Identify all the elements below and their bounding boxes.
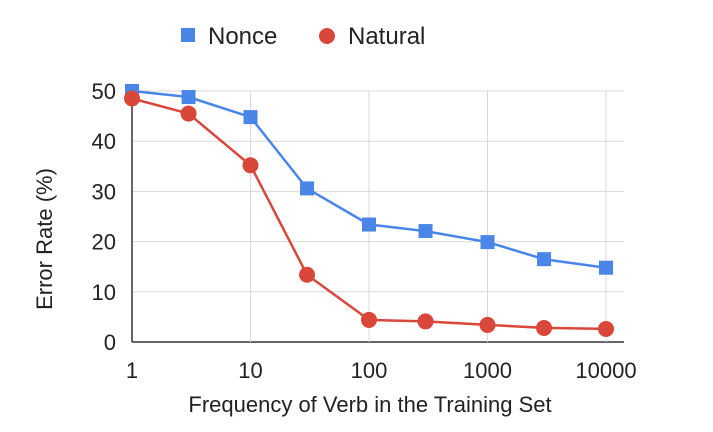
legend-swatch-nonce [181, 28, 195, 42]
legend-label-natural: Natural [348, 23, 425, 50]
data-point-nonce [418, 224, 433, 239]
x-tick-label: 10000 [575, 358, 636, 383]
x-axis-tick-labels: 1 10 100 1000 10000 [126, 358, 637, 383]
x-axis-title: Frequency of Verb in the Training Set [188, 392, 551, 417]
x-tick-label: 1000 [463, 358, 512, 383]
data-point-natural [242, 157, 259, 174]
data-point-nonce [480, 235, 495, 250]
data-point-nonce [300, 181, 315, 196]
y-axis-tick-labels: 0 10 20 30 40 50 [92, 79, 116, 355]
data-point-natural [124, 90, 140, 107]
data-point-natural [180, 105, 197, 122]
legend: Nonce Natural [181, 23, 425, 50]
x-tick-label: 10 [238, 358, 262, 383]
data-point-natural [361, 311, 377, 328]
x-tick-label: 100 [351, 358, 388, 383]
data-point-nonce [181, 90, 196, 105]
legend-label-nonce: Nonce [208, 23, 277, 50]
data-point-natural [479, 316, 496, 333]
x-tick-label: 1 [126, 358, 138, 383]
y-tick-label: 20 [92, 230, 116, 255]
data-point-nonce [599, 260, 613, 275]
data-point-nonce [537, 252, 552, 267]
grid [131, 90, 624, 343]
series-points [124, 84, 614, 337]
y-tick-label: 40 [92, 129, 116, 154]
y-tick-label: 30 [92, 179, 116, 204]
y-axis-title: Error Rate (%) [32, 168, 57, 310]
y-tick-label: 0 [104, 330, 116, 355]
data-point-nonce [243, 110, 258, 125]
y-tick-label: 50 [92, 79, 116, 104]
data-point-natural [417, 313, 434, 330]
legend-swatch-natural [319, 28, 335, 44]
data-point-nonce [362, 217, 376, 232]
data-point-natural [536, 319, 553, 336]
data-point-natural [299, 266, 316, 283]
y-tick-label: 10 [92, 280, 116, 305]
data-point-natural [598, 320, 614, 337]
